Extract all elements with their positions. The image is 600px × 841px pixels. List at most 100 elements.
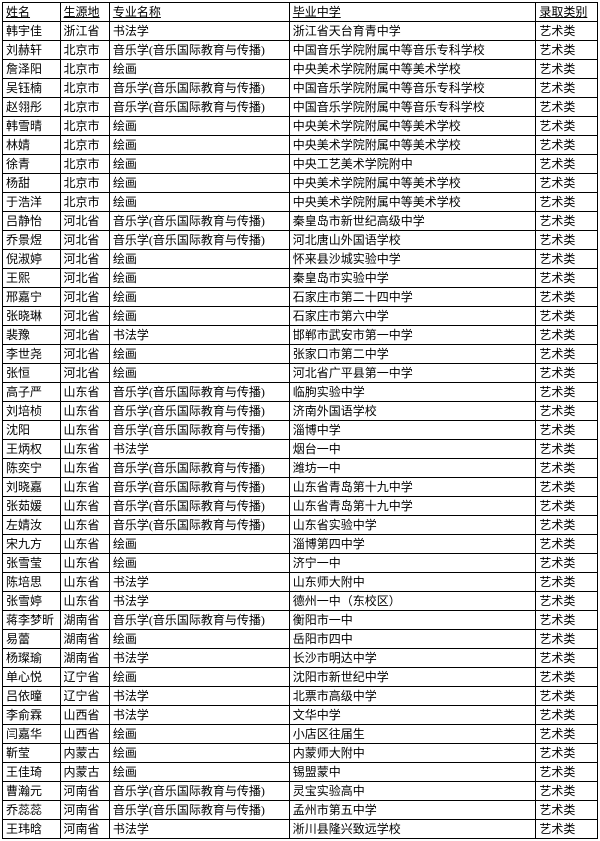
table-cell: 艺术类 bbox=[536, 459, 598, 478]
table-cell: 绘画 bbox=[109, 345, 289, 364]
table-cell: 内蒙师大附中 bbox=[289, 744, 536, 763]
table-cell: 书法学 bbox=[109, 22, 289, 41]
table-cell: 宋九方 bbox=[3, 535, 61, 554]
table-cell: 河北省 bbox=[60, 288, 109, 307]
table-cell: 张雪婷 bbox=[3, 592, 61, 611]
table-cell: 山东省 bbox=[60, 592, 109, 611]
table-cell: 北京市 bbox=[60, 41, 109, 60]
table-cell: 北京市 bbox=[60, 155, 109, 174]
table-cell: 河北省 bbox=[60, 231, 109, 250]
table-row: 张恒河北省绘画河北省广平县第一中学艺术类 bbox=[3, 364, 598, 383]
table-row: 赵翎彤北京市音乐学(音乐国际教育与传播)中国音乐学院附属中等音乐专科学校艺术类 bbox=[3, 98, 598, 117]
table-row: 张雪婷山东省书法学德州一中（东校区）艺术类 bbox=[3, 592, 598, 611]
table-cell: 王熙 bbox=[3, 269, 61, 288]
table-cell: 艺术类 bbox=[536, 41, 598, 60]
table-cell: 沈阳市新世纪中学 bbox=[289, 668, 536, 687]
table-cell: 湖南省 bbox=[60, 611, 109, 630]
table-cell: 绘画 bbox=[109, 725, 289, 744]
table-cell: 左婧汝 bbox=[3, 516, 61, 535]
table-cell: 淄博中学 bbox=[289, 421, 536, 440]
table-cell: 徐青 bbox=[3, 155, 61, 174]
table-cell: 艺术类 bbox=[536, 497, 598, 516]
table-cell: 艺术类 bbox=[536, 611, 598, 630]
table-cell: 河南省 bbox=[60, 801, 109, 820]
table-cell: 长沙市明达中学 bbox=[289, 649, 536, 668]
table-cell: 音乐学(音乐国际教育与传播) bbox=[109, 212, 289, 231]
table-row: 吴钰楠北京市音乐学(音乐国际教育与传播)中国音乐学院附属中等音乐专科学校艺术类 bbox=[3, 79, 598, 98]
table-cell: 音乐学(音乐国际教育与传播) bbox=[109, 801, 289, 820]
table-cell: 艺术类 bbox=[536, 478, 598, 497]
table-row: 林婧北京市绘画中央美术学院附属中等美术学校艺术类 bbox=[3, 136, 598, 155]
table-cell: 刘赫轩 bbox=[3, 41, 61, 60]
table-cell: 艺术类 bbox=[536, 573, 598, 592]
table-cell: 书法学 bbox=[109, 440, 289, 459]
col-category: 录取类别 bbox=[536, 3, 598, 22]
table-cell: 秦皇岛市新世纪高级中学 bbox=[289, 212, 536, 231]
table-cell: 文华中学 bbox=[289, 706, 536, 725]
table-cell: 艺术类 bbox=[536, 668, 598, 687]
table-cell: 辽宁省 bbox=[60, 668, 109, 687]
table-cell: 陈培思 bbox=[3, 573, 61, 592]
table-cell: 绘画 bbox=[109, 630, 289, 649]
table-cell: 张雪莹 bbox=[3, 554, 61, 573]
table-row: 吕依曈辽宁省书法学北票市高级中学艺术类 bbox=[3, 687, 598, 706]
table-cell: 灵宝实验高中 bbox=[289, 782, 536, 801]
table-cell: 艺术类 bbox=[536, 516, 598, 535]
table-row: 易蕾湖南省绘画岳阳市四中艺术类 bbox=[3, 630, 598, 649]
table-row: 陈培思山东省书法学山东师大附中艺术类 bbox=[3, 573, 598, 592]
table-cell: 艺术类 bbox=[536, 535, 598, 554]
table-cell: 杨甜 bbox=[3, 174, 61, 193]
table-cell: 艺术类 bbox=[536, 269, 598, 288]
table-cell: 倪淑婷 bbox=[3, 250, 61, 269]
table-cell: 闫嘉华 bbox=[3, 725, 61, 744]
table-cell: 艺术类 bbox=[536, 725, 598, 744]
table-cell: 绘画 bbox=[109, 554, 289, 573]
table-cell: 书法学 bbox=[109, 706, 289, 725]
table-row: 左婧汝山东省音乐学(音乐国际教育与传播)山东省实验中学艺术类 bbox=[3, 516, 598, 535]
table-cell: 内蒙古 bbox=[60, 763, 109, 782]
table-cell: 艺术类 bbox=[536, 402, 598, 421]
table-row: 李俞霖山西省书法学文华中学艺术类 bbox=[3, 706, 598, 725]
col-name: 姓名 bbox=[3, 3, 61, 22]
table-cell: 绘画 bbox=[109, 117, 289, 136]
table-cell: 山东省实验中学 bbox=[289, 516, 536, 535]
table-cell: 刘晓嘉 bbox=[3, 478, 61, 497]
table-cell: 济宁一中 bbox=[289, 554, 536, 573]
table-cell: 绘画 bbox=[109, 250, 289, 269]
table-row: 曹瀚元河南省音乐学(音乐国际教育与传播)灵宝实验高中艺术类 bbox=[3, 782, 598, 801]
table-cell: 艺术类 bbox=[536, 649, 598, 668]
table-row: 吕静怡河北省音乐学(音乐国际教育与传播)秦皇岛市新世纪高级中学艺术类 bbox=[3, 212, 598, 231]
table-cell: 绘画 bbox=[109, 288, 289, 307]
table-header: 姓名 生源地 专业名称 毕业中学 录取类别 bbox=[3, 3, 598, 22]
table-row: 陈奕宁山东省音乐学(音乐国际教育与传播)潍坊一中艺术类 bbox=[3, 459, 598, 478]
table-row: 倪淑婷河北省绘画怀来县沙城实验中学艺术类 bbox=[3, 250, 598, 269]
table-cell: 山西省 bbox=[60, 706, 109, 725]
table-cell: 林婧 bbox=[3, 136, 61, 155]
table-cell: 艺术类 bbox=[536, 174, 598, 193]
table-cell: 辽宁省 bbox=[60, 687, 109, 706]
table-cell: 河北省 bbox=[60, 307, 109, 326]
table-cell: 曹瀚元 bbox=[3, 782, 61, 801]
table-cell: 书法学 bbox=[109, 326, 289, 345]
table-row: 单心悦辽宁省绘画沈阳市新世纪中学艺术类 bbox=[3, 668, 598, 687]
table-cell: 中国音乐学院附属中等音乐专科学校 bbox=[289, 79, 536, 98]
table-row: 于浩洋北京市绘画中央美术学院附属中等美术学校艺术类 bbox=[3, 193, 598, 212]
table-cell: 河北省 bbox=[60, 269, 109, 288]
table-cell: 书法学 bbox=[109, 573, 289, 592]
table-cell: 艺术类 bbox=[536, 820, 598, 839]
table-cell: 音乐学(音乐国际教育与传播) bbox=[109, 497, 289, 516]
table-cell: 湖南省 bbox=[60, 649, 109, 668]
table-cell: 高子严 bbox=[3, 383, 61, 402]
table-cell: 山东省 bbox=[60, 383, 109, 402]
table-cell: 绘画 bbox=[109, 136, 289, 155]
table-cell: 湖南省 bbox=[60, 630, 109, 649]
table-cell: 吕静怡 bbox=[3, 212, 61, 231]
table-cell: 艺术类 bbox=[536, 687, 598, 706]
table-cell: 临朐实验中学 bbox=[289, 383, 536, 402]
table-body: 韩宇佳浙江省书法学浙江省天台育青中学艺术类刘赫轩北京市音乐学(音乐国际教育与传播… bbox=[3, 22, 598, 839]
table-cell: 赵翎彤 bbox=[3, 98, 61, 117]
table-row: 刘培桢山东省音乐学(音乐国际教育与传播)济南外国语学校艺术类 bbox=[3, 402, 598, 421]
table-cell: 书法学 bbox=[109, 687, 289, 706]
col-origin: 生源地 bbox=[60, 3, 109, 22]
table-cell: 绘画 bbox=[109, 269, 289, 288]
